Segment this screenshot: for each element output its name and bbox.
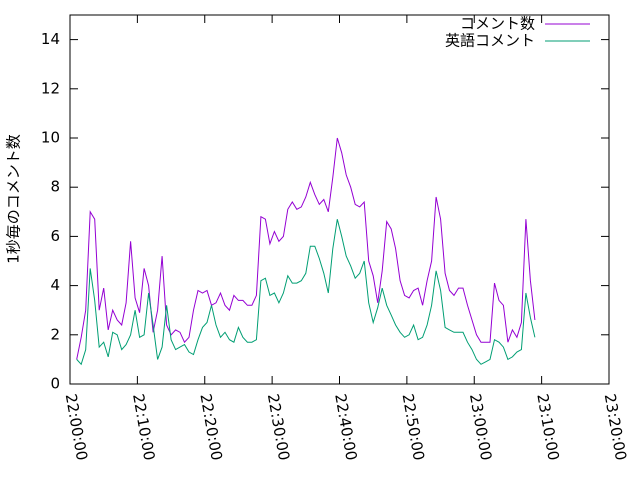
y-tick-label: 10 <box>41 129 60 147</box>
y-tick-label: 4 <box>50 276 60 294</box>
y-tick-label: 6 <box>50 227 60 245</box>
legend-label: 英語コメント <box>445 32 535 50</box>
y-axis-label: 1秒毎のコメント数 <box>5 134 23 264</box>
y-tick-label: 0 <box>50 375 60 393</box>
y-tick-label: 14 <box>41 30 60 48</box>
y-tick-label: 2 <box>50 325 60 343</box>
legend-label: コメント数 <box>460 15 535 33</box>
series-line <box>76 219 536 366</box>
y-tick-label: 8 <box>50 178 60 196</box>
series-line <box>76 137 536 360</box>
y-tick-label: 12 <box>41 79 60 97</box>
